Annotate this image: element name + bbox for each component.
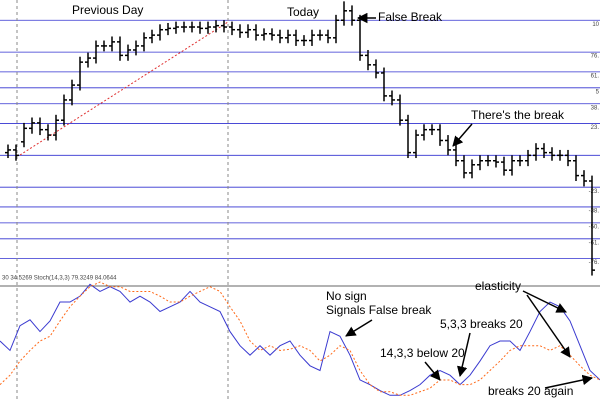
- annotation: 14,3,3 below 20: [380, 346, 465, 360]
- annotation: There's the break: [471, 108, 565, 122]
- stoch-line: [0, 283, 600, 396]
- fib-label: -38.: [589, 209, 600, 215]
- annotation: breaks 20 again: [488, 384, 573, 398]
- fib-label: 76.: [591, 54, 600, 60]
- fib-label: -61.: [589, 240, 600, 246]
- fib-anchor-line: [19, 21, 229, 156]
- stoch-line: [0, 281, 600, 396]
- fib-label: 38.: [591, 105, 600, 111]
- arrow: [345, 319, 373, 337]
- arrow: [424, 361, 441, 381]
- fib-label: 10: [592, 22, 599, 28]
- annotation: Signals False break: [326, 303, 432, 317]
- arrow: [522, 290, 567, 313]
- annotation: elasticity: [475, 279, 521, 293]
- fib-label: -76.: [589, 260, 600, 266]
- annotation: Previous Day: [72, 3, 143, 17]
- annotation: 5,3,3 breaks 20: [440, 317, 523, 331]
- fib-label: -23.: [589, 189, 600, 195]
- indicator-header: 30 34.5269 Stoch(14,3,3) 79.3249 84.0644: [2, 276, 117, 282]
- arrow: [544, 374, 594, 389]
- annotation: False Break: [378, 10, 443, 24]
- annotation: No sign: [326, 289, 367, 303]
- annotation: Today: [287, 5, 319, 19]
- fib-label: -50.: [589, 224, 600, 230]
- fib-label: 23.: [591, 125, 600, 131]
- fib-label: 61.: [591, 73, 600, 79]
- arrow: [452, 123, 473, 147]
- arrow: [526, 294, 571, 358]
- arrow: [457, 332, 471, 378]
- fib-label: 5: [596, 89, 600, 95]
